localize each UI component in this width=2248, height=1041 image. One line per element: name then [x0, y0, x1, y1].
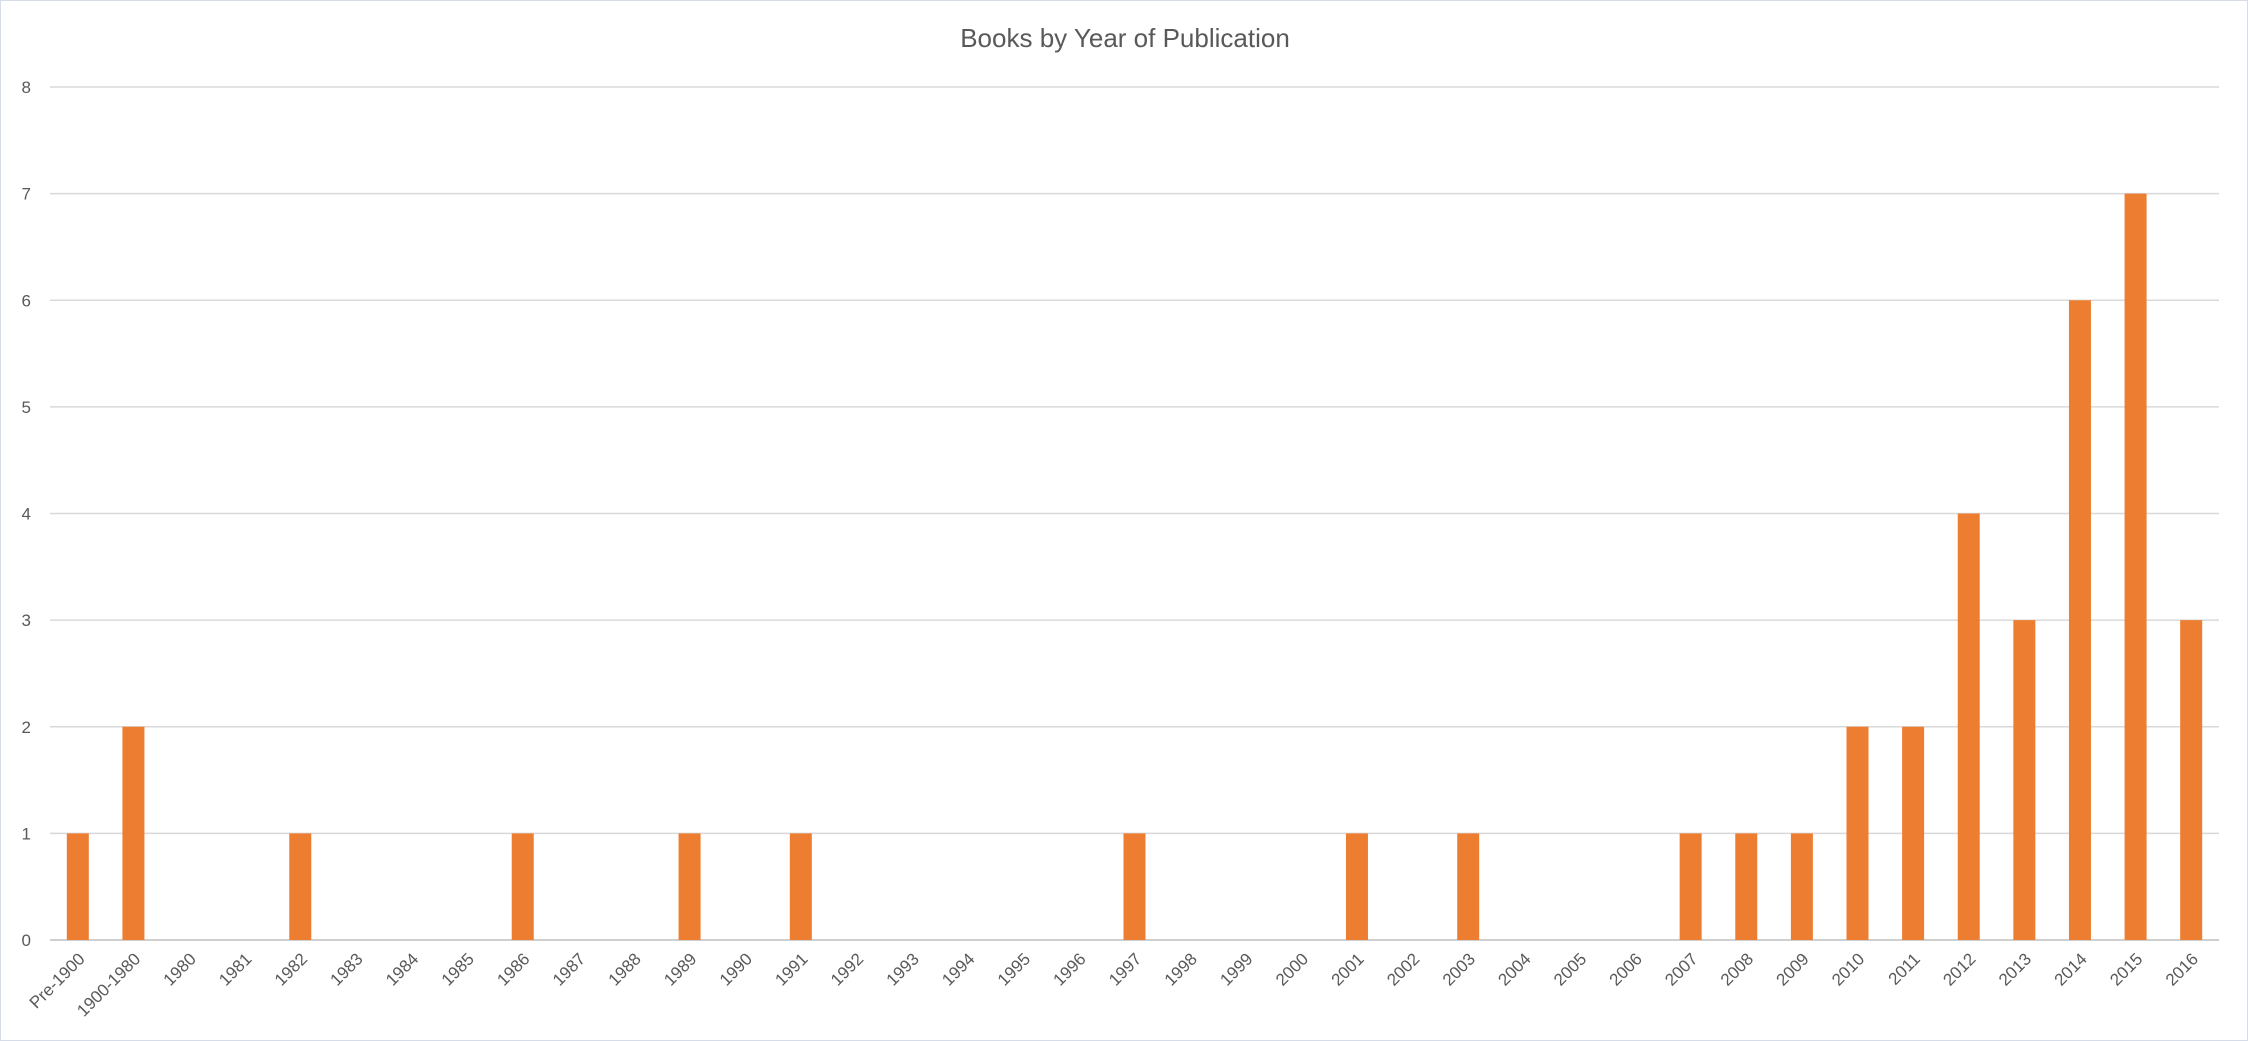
bar-1900-1980 [122, 726, 145, 940]
bar-2012 [1957, 513, 1980, 940]
y-tick-label: 4 [22, 505, 31, 524]
x-tick-label: 1990 [716, 949, 756, 989]
y-tick-label: 5 [22, 398, 31, 417]
bar-2008 [1735, 833, 1758, 940]
bar-2009 [1790, 833, 1813, 940]
bar-2001 [1345, 833, 1368, 940]
x-tick-label: 1983 [327, 949, 367, 989]
x-tick-label: 1986 [493, 949, 533, 989]
x-tick-label: 2010 [1828, 949, 1868, 989]
y-axis-ticks: 0 1 2 3 4 5 6 7 8 [22, 78, 31, 950]
x-tick-label: 1995 [994, 949, 1034, 989]
x-tick-label: 2016 [2162, 949, 2202, 989]
bars [66, 193, 2203, 940]
bar-2010 [1846, 726, 1869, 940]
x-tick-label: 1996 [1050, 949, 1090, 989]
bar-1982 [289, 833, 312, 940]
x-tick-label: 1994 [938, 949, 978, 989]
x-tick-label: 2011 [1885, 949, 1924, 988]
x-tick-label: 1981 [215, 949, 255, 989]
x-tick-label: 1989 [660, 949, 700, 989]
x-tick-label: 1991 [771, 949, 811, 989]
bar-1991 [789, 833, 812, 940]
x-tick-label: 2005 [1550, 949, 1590, 989]
y-tick-label: 1 [22, 824, 31, 843]
bar-2013 [2013, 620, 2036, 940]
x-tick-label: 2000 [1272, 949, 1312, 989]
y-tick-label: 7 [22, 185, 31, 204]
bar-1997 [1123, 833, 1146, 940]
x-tick-label: 1993 [883, 949, 923, 989]
x-tick-label: 1992 [827, 949, 867, 989]
y-tick-label: 8 [22, 78, 31, 97]
y-tick-label: 2 [22, 718, 31, 737]
bar-2016 [2180, 620, 2203, 940]
x-tick-label: 2009 [1773, 949, 1813, 989]
x-tick-label: 2013 [1995, 949, 2035, 989]
x-tick-label: 2002 [1383, 949, 1423, 989]
x-tick-label: 1987 [549, 949, 589, 989]
x-tick-label: 1997 [1105, 949, 1145, 989]
x-tick-label: 2007 [1661, 949, 1701, 989]
bar-2003 [1457, 833, 1480, 940]
x-tick-label: 2014 [2051, 949, 2091, 989]
bar-2014 [2068, 300, 2091, 940]
y-tick-label: 0 [22, 931, 31, 950]
bar-2011 [1902, 726, 1925, 940]
gridlines [50, 86, 2219, 941]
x-tick-label: 1985 [438, 949, 478, 989]
x-tick-label: 1998 [1161, 949, 1201, 989]
x-tick-label: 2015 [2106, 949, 2146, 989]
bar-Pre-1900 [66, 833, 89, 940]
bar-2007 [1679, 833, 1702, 940]
bar-1986 [511, 833, 534, 940]
x-tick-label: 1999 [1216, 949, 1256, 989]
x-tick-label: 1988 [605, 949, 645, 989]
x-tick-label: 1980 [160, 949, 200, 989]
x-tick-label: 2004 [1494, 949, 1534, 989]
x-tick-label: 2006 [1606, 949, 1646, 989]
x-tick-label: 2001 [1328, 949, 1368, 989]
x-tick-label: 2008 [1717, 949, 1757, 989]
x-tick-label: 1984 [382, 949, 422, 989]
bar-2015 [2124, 193, 2147, 940]
chart-title: Books by Year of Publication [960, 23, 1290, 53]
x-tick-label: 2003 [1439, 949, 1479, 989]
y-tick-label: 3 [22, 611, 31, 630]
x-tick-label: 1982 [271, 949, 311, 989]
bar-1989 [678, 833, 701, 940]
y-tick-label: 6 [22, 291, 31, 310]
x-tick-label: 2012 [1939, 949, 1979, 989]
